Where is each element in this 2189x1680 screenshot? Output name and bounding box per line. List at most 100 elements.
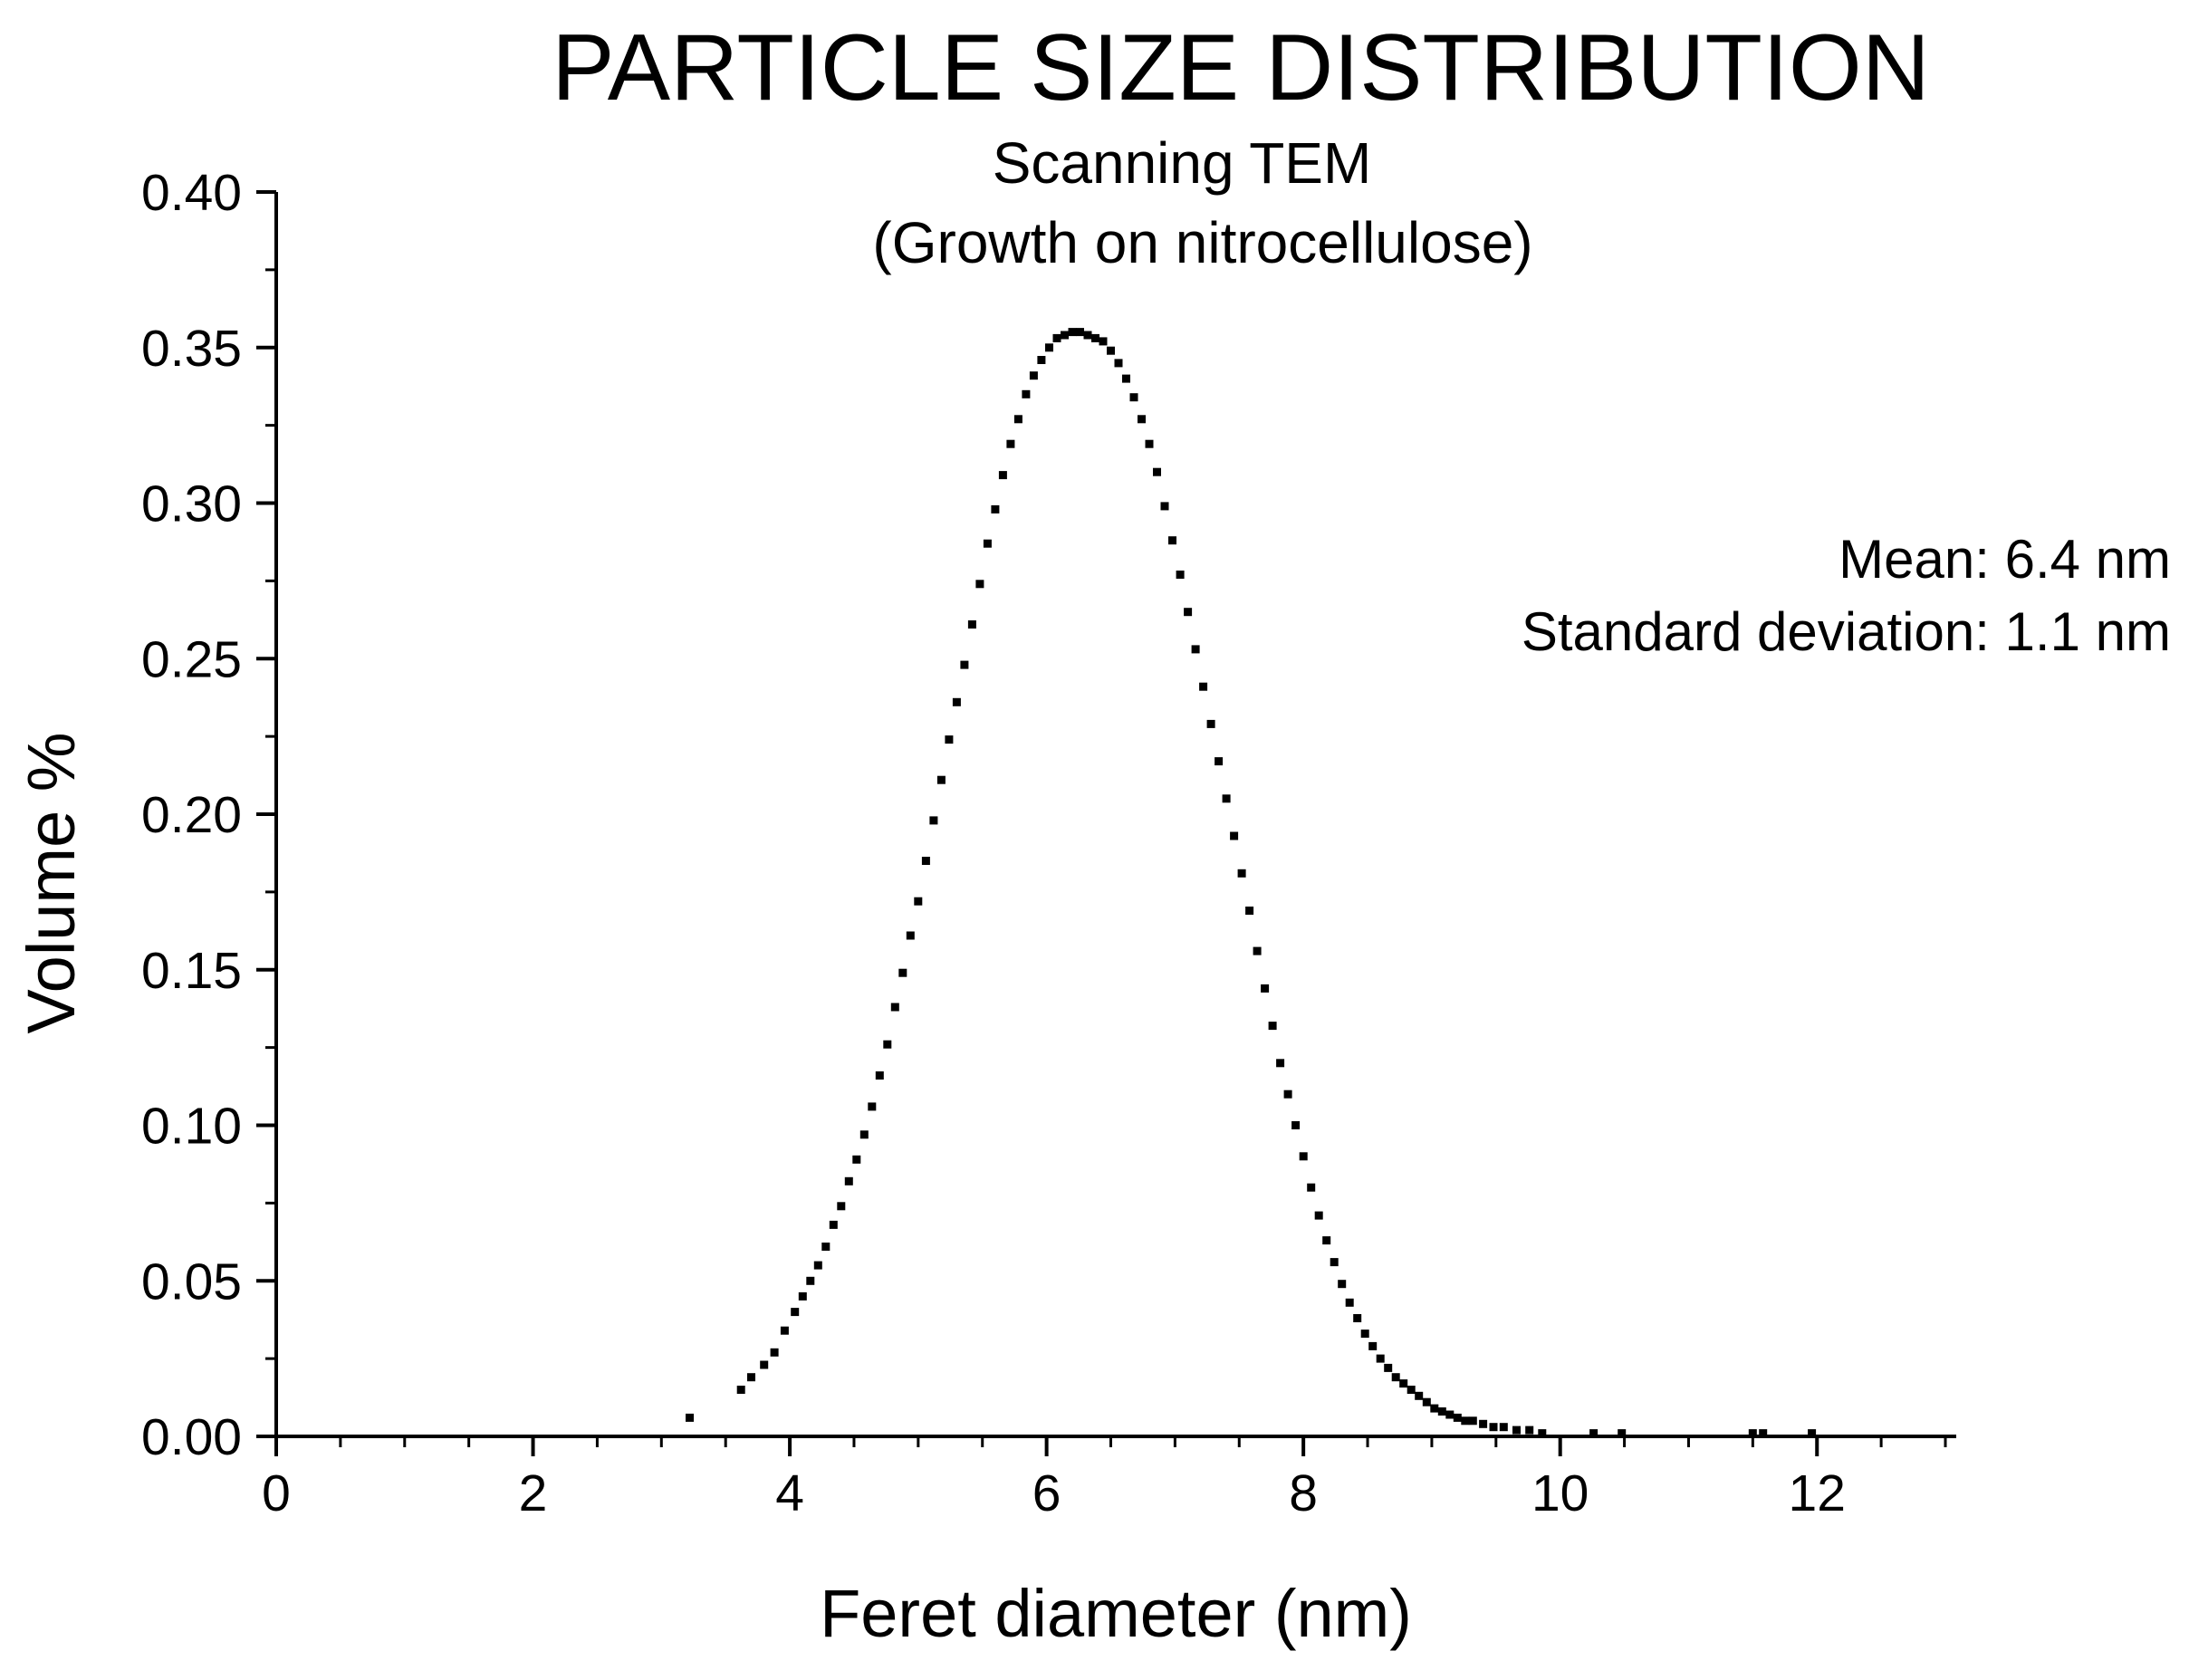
y-tick-labels: 0.00 0.05 0.10 0.15 0.20 0.25 0.30 0.35 0.40 (141, 164, 242, 1466)
data-point (1083, 331, 1092, 340)
annotation-mean: Mean: 6.4 nm (1839, 529, 2171, 590)
y-tick-label: 0.40 (141, 164, 242, 222)
chart-subtitle-line-2: (Growth on nitrocellulose) (872, 210, 1532, 275)
data-point (813, 1261, 822, 1270)
data-point (780, 1326, 789, 1335)
data-point (945, 735, 954, 744)
data-point (1045, 343, 1053, 352)
data-point (1748, 1429, 1757, 1438)
data-point (1099, 337, 1108, 346)
data-point (983, 539, 992, 548)
data-point (1391, 1373, 1400, 1382)
data-point (1230, 831, 1239, 840)
data-point (1445, 1410, 1455, 1419)
data-point (1129, 393, 1138, 402)
data-point (1808, 1429, 1817, 1438)
data-point (929, 816, 938, 825)
data-point (844, 1176, 853, 1186)
data-point (1499, 1423, 1508, 1432)
x-tick-label: 8 (1289, 1464, 1318, 1522)
data-point (898, 968, 907, 977)
data-point (1276, 1059, 1285, 1068)
data-point (960, 660, 969, 669)
data-point (1253, 946, 1262, 955)
data-point (883, 1040, 892, 1049)
data-point (1138, 415, 1146, 424)
data-point (1461, 1416, 1470, 1426)
data-point (1353, 1314, 1362, 1322)
data-point (1345, 1298, 1354, 1307)
data-point (1407, 1386, 1416, 1394)
y-tick-label: 0.15 (141, 942, 242, 1000)
data-point (1168, 536, 1176, 545)
data-point (1376, 1354, 1385, 1363)
data-point (1314, 1211, 1323, 1220)
y-tick-label: 0.25 (141, 630, 242, 688)
data-point (1360, 1330, 1369, 1339)
data-point (1122, 374, 1130, 383)
data-point (747, 1373, 755, 1382)
data-point (1525, 1426, 1534, 1435)
data-point (1268, 1022, 1277, 1031)
data-point (686, 1413, 694, 1422)
data-point (1368, 1341, 1378, 1350)
data-point (1261, 984, 1270, 993)
y-axis-title: Volume % (14, 732, 89, 1033)
data-point (1437, 1407, 1446, 1416)
x-axis-title: Feret diameter (nm) (820, 1576, 1412, 1651)
data-point (798, 1291, 807, 1301)
data-point (1006, 439, 1015, 448)
data-point (1153, 467, 1161, 476)
data-point (906, 931, 915, 940)
data-point (1184, 608, 1193, 617)
data-point (1245, 907, 1254, 915)
data-point (967, 620, 976, 629)
data-point (1145, 439, 1154, 448)
x-tick-label: 0 (262, 1464, 291, 1522)
chart-title: PARTICLE SIZE DISTRIBUTION (552, 15, 1930, 120)
data-point (1029, 371, 1038, 380)
data-point (1076, 328, 1084, 337)
data-point (975, 580, 984, 589)
data-point (936, 775, 946, 784)
data-point (1759, 1429, 1768, 1438)
data-point (952, 697, 961, 706)
y-tick-label: 0.00 (141, 1408, 242, 1466)
data-point (1468, 1416, 1477, 1426)
data-point (1068, 328, 1077, 337)
data-point (1037, 356, 1046, 364)
data-point (736, 1386, 745, 1394)
data-point (1206, 719, 1215, 728)
data-point (1013, 415, 1022, 424)
data-point (1052, 333, 1061, 342)
data-point (1291, 1121, 1301, 1129)
data-point (1322, 1236, 1331, 1245)
data-points (686, 328, 1817, 1438)
data-point (1191, 645, 1200, 654)
data-point (921, 857, 930, 865)
data-point (859, 1130, 869, 1139)
data-point (1061, 331, 1069, 340)
data-point (791, 1308, 800, 1317)
data-point (1415, 1391, 1424, 1400)
y-tick-label: 0.10 (141, 1098, 242, 1156)
data-point (1307, 1183, 1316, 1192)
y-tick-label: 0.35 (141, 320, 242, 378)
data-point (821, 1243, 830, 1251)
data-point (1176, 571, 1185, 579)
data-point (1283, 1090, 1292, 1099)
y-tick-label: 0.30 (141, 475, 242, 533)
data-point (1222, 794, 1231, 803)
data-point (991, 504, 1000, 514)
data-point (1489, 1423, 1498, 1432)
data-point (1430, 1404, 1439, 1413)
data-point (829, 1220, 838, 1229)
data-point (1422, 1397, 1431, 1406)
data-point (852, 1155, 861, 1164)
data-point (1299, 1152, 1308, 1161)
data-point (1338, 1280, 1347, 1289)
x-tick-label: 12 (1789, 1464, 1846, 1522)
data-point (875, 1071, 884, 1080)
data-point (868, 1102, 877, 1111)
chart-subtitle-line-1: Scanning TEM (993, 130, 1372, 196)
